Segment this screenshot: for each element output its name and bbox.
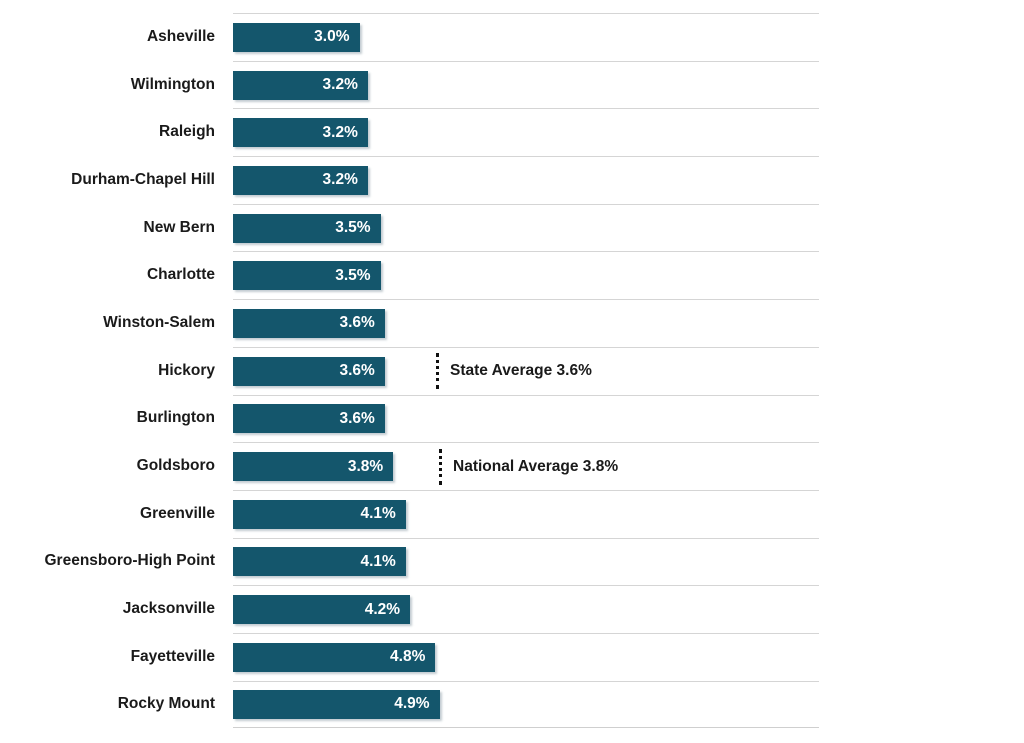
bar-row: Greenville 4.1% xyxy=(0,489,820,538)
bar-row: Durham-Chapel Hill 3.2% xyxy=(0,156,820,204)
bar-row: Wilmington 3.2% xyxy=(0,60,820,109)
average-annotation-label: State Average 3.6% xyxy=(450,362,592,380)
bar: 3.6% xyxy=(233,308,385,338)
bar-value-label: 3.6% xyxy=(339,409,375,427)
category-label: Greenville xyxy=(140,504,215,522)
dotted-line-marker xyxy=(439,448,442,485)
plot-area: 3.2% xyxy=(233,108,819,156)
plot-area: 3.8% National Average 3.8% xyxy=(233,442,819,490)
bar-row: New Bern 3.5% xyxy=(0,203,820,252)
bar-row: Burlington 3.6% xyxy=(0,394,820,443)
category-label: Charlotte xyxy=(146,266,215,284)
category-label: Wilmington xyxy=(130,75,215,93)
plot-area: 3.6% State Average 3.6% xyxy=(233,346,819,395)
bar-row: Fayetteville 4.8% xyxy=(0,632,820,681)
bar-row: Greensboro-High Point 4.1% xyxy=(0,537,820,586)
bar-value-label: 3.6% xyxy=(339,314,375,332)
bar: 4.1% xyxy=(233,547,406,577)
category-label: Goldsboro xyxy=(136,457,215,475)
bar: 3.2% xyxy=(233,118,368,148)
bar-row: Hickory 3.6% State Average 3.6% xyxy=(0,346,820,395)
plot-area: 3.6% xyxy=(233,299,819,347)
plot-area: 3.6% xyxy=(233,394,819,443)
bar: 3.8% xyxy=(233,452,394,482)
category-label: New Bern xyxy=(143,218,216,236)
bar-value-label: 3.5% xyxy=(335,266,371,284)
bar: 4.8% xyxy=(233,642,436,672)
bar-value-label: 3.2% xyxy=(322,171,358,189)
plot-area: 3.5% xyxy=(233,251,819,299)
category-label: Burlington xyxy=(136,409,215,427)
category-label: Jacksonville xyxy=(122,600,215,618)
bar: 3.6% xyxy=(233,404,385,434)
bar-row: Asheville 3.0% xyxy=(0,13,820,61)
bar: 4.9% xyxy=(233,689,440,719)
plot-area: 4.9% xyxy=(233,680,819,729)
bar: 4.1% xyxy=(233,499,406,529)
bar-value-label: 3.2% xyxy=(322,76,358,94)
category-label: Durham-Chapel Hill xyxy=(71,170,215,188)
category-label: Hickory xyxy=(158,361,215,379)
plot-area: 3.2% xyxy=(233,156,819,204)
bar-value-label: 3.8% xyxy=(347,457,384,475)
plot-area: 3.5% xyxy=(233,203,819,252)
bar-row: Raleigh 3.2% xyxy=(0,108,820,156)
bar: 3.2% xyxy=(233,70,368,100)
category-label: Greensboro-High Point xyxy=(44,552,216,570)
bar-value-label: 3.0% xyxy=(314,28,350,46)
bar-row: Jacksonville 4.2% xyxy=(0,585,820,633)
bar: 4.2% xyxy=(233,595,411,625)
bar: 3.2% xyxy=(233,165,368,195)
category-label: Fayetteville xyxy=(130,647,215,665)
bar: 3.5% xyxy=(233,213,381,243)
bar: 3.0% xyxy=(233,22,360,52)
category-label: Rocky Mount xyxy=(117,695,215,713)
plot-area: 4.1% xyxy=(233,537,819,586)
plot-area: 4.1% xyxy=(233,489,819,538)
bar-value-label: 4.1% xyxy=(360,505,396,523)
bar-value-label: 3.2% xyxy=(322,123,358,141)
bar-row: Charlotte 3.5% xyxy=(0,251,820,299)
average-annotation-label: National Average 3.8% xyxy=(453,457,619,475)
category-label: Winston-Salem xyxy=(103,313,215,331)
plot-area: 4.2% xyxy=(233,585,819,633)
bar-value-label: 3.6% xyxy=(339,362,375,380)
average-annotation: State Average 3.6% xyxy=(436,348,592,395)
plot-area: 3.0% xyxy=(233,13,819,61)
dotted-line-marker xyxy=(436,353,439,390)
bar-value-label: 4.8% xyxy=(390,648,426,666)
bar-value-label: 4.1% xyxy=(360,552,396,570)
plot-area: 4.8% xyxy=(233,632,819,681)
bar-row: Winston-Salem 3.6% xyxy=(0,299,820,347)
plot-area: 3.2% xyxy=(233,60,819,109)
average-annotation: National Average 3.8% xyxy=(439,443,618,490)
bar-chart: Asheville 3.0% Wilmington 3.2% Raleigh 3.2% Du… xyxy=(0,13,820,729)
bar-row: Goldsboro 3.8% National Average 3.8% xyxy=(0,442,820,490)
category-label: Asheville xyxy=(146,27,215,45)
bar-value-label: 4.9% xyxy=(394,695,430,713)
bar: 3.6% xyxy=(233,356,385,386)
category-label: Raleigh xyxy=(159,123,215,141)
bar-value-label: 4.2% xyxy=(364,600,401,618)
bar: 3.5% xyxy=(233,261,381,291)
bar-row: Rocky Mount 4.9% xyxy=(0,680,820,729)
bar-value-label: 3.5% xyxy=(335,219,371,237)
